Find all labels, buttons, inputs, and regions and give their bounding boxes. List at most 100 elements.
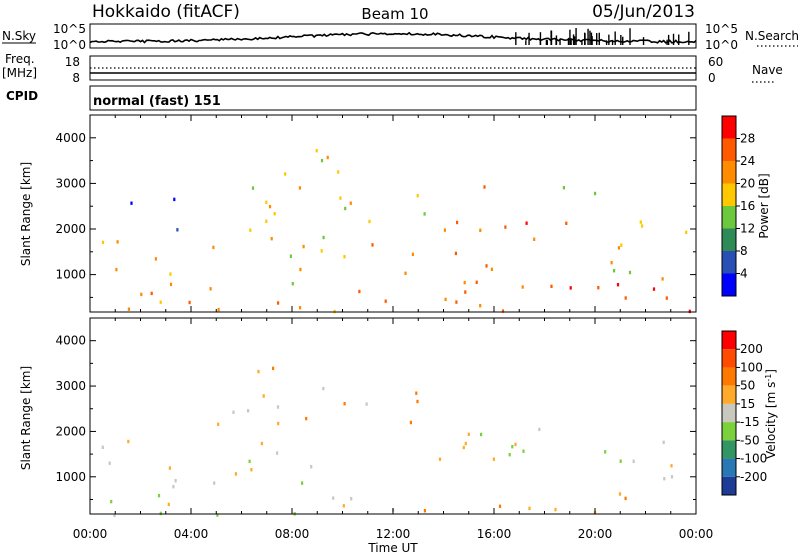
echo-cell	[150, 291, 153, 296]
echo-cell	[498, 504, 502, 508]
echo-cell	[172, 485, 175, 489]
echo-cell	[291, 282, 294, 286]
nave-label: Nave	[752, 63, 783, 77]
beam-title: Beam 10	[361, 5, 428, 23]
echo-cell	[265, 219, 268, 223]
velocity-x-ticks	[89, 318, 697, 514]
echo-cell	[485, 264, 488, 268]
echo-cell	[562, 186, 565, 190]
echo-cell	[483, 185, 486, 189]
echo-cell	[110, 499, 113, 504]
colorbar-tick-label: 20	[740, 177, 755, 191]
echo-cell	[247, 409, 250, 413]
colorbar-swatch	[722, 138, 736, 161]
echo-cell	[301, 481, 304, 485]
echo-cell	[209, 287, 212, 291]
echo-cell	[302, 244, 305, 249]
velocity-panel-frame	[89, 317, 697, 515]
echo-cell	[113, 513, 116, 518]
echo-cell	[248, 459, 251, 464]
echo-cell	[423, 509, 426, 513]
echo-cell	[268, 204, 272, 209]
echo-cell	[176, 228, 179, 232]
time-axis-title: Time UT	[367, 541, 418, 554]
echo-cell	[480, 432, 483, 437]
echo-cell	[415, 391, 418, 395]
echo-cell	[169, 272, 172, 276]
echo-cell	[140, 292, 143, 297]
echo-cell	[232, 410, 235, 414]
echo-cell	[617, 246, 620, 250]
echo-cell	[661, 277, 664, 281]
noise-left-tick-top: 10^5	[53, 22, 86, 36]
echo-cell	[127, 439, 130, 444]
echo-cell	[127, 307, 130, 311]
echo-cell	[652, 287, 656, 291]
colorbar-swatch	[722, 273, 736, 296]
time-axis-labels: 00:00 04:00 08:00 12:00 16:00 20:00 00:00	[73, 527, 714, 541]
echo-cell	[315, 149, 318, 153]
echo-cell	[663, 477, 666, 481]
echo-cell	[284, 172, 287, 176]
echo-cell	[337, 170, 340, 174]
echo-cell	[565, 221, 568, 225]
noise-right-tick-bottom: 10^0	[705, 38, 738, 52]
echo-cell	[249, 228, 252, 232]
time-tick-label: 04:00	[174, 527, 209, 541]
echo-cell	[641, 224, 644, 228]
colorbar-swatch	[722, 367, 736, 386]
freq-label-1: Freq.	[5, 52, 35, 66]
echo-cell	[277, 421, 280, 426]
colorbar-tick-label: 50	[740, 379, 755, 393]
echo-cell	[299, 267, 302, 272]
freq-panel: Freq. [MHz] 18 8 60 0 Nave	[2, 52, 783, 85]
echo-cell	[310, 465, 313, 469]
echo-cell	[320, 249, 323, 253]
echo-cell	[597, 286, 600, 290]
echo-cell	[492, 457, 495, 461]
y-tick-label: 4000	[55, 131, 86, 145]
colorbar-swatch	[722, 116, 736, 139]
echo-cell	[320, 158, 324, 163]
freq-left-tick-bottom: 8	[72, 71, 80, 85]
colorbar-swatch	[722, 440, 736, 459]
noise-search-label: N.Search	[745, 29, 799, 43]
echo-cell	[265, 200, 268, 204]
noise-sky-label: N.Sky	[2, 29, 36, 43]
echo-cell	[168, 466, 171, 470]
echo-cell	[618, 492, 622, 496]
velocity-colorbar-label: Velocity [m s-1]	[764, 369, 779, 459]
y-tick-label: 1000	[55, 470, 86, 484]
time-tick-label: 00:00	[73, 527, 108, 541]
noise-right-tick-top: 10^5	[705, 22, 738, 36]
colorbar-tick-label: -15	[740, 415, 760, 429]
echo-cell	[216, 513, 219, 517]
echo-cell	[159, 300, 162, 304]
echo-cell	[533, 237, 536, 241]
echo-cell	[479, 228, 482, 232]
echo-cell	[620, 243, 623, 247]
power-panel-frame	[89, 114, 697, 313]
echo-cell	[343, 255, 346, 259]
echo-cell	[115, 267, 118, 272]
echo-cell	[522, 449, 525, 453]
power-colorbar: 28 24 20 16 12 8 4	[721, 115, 755, 297]
echo-cell	[665, 296, 668, 300]
echo-cell	[443, 228, 446, 232]
echo-cell	[685, 230, 688, 235]
echo-cell	[217, 307, 220, 312]
echo-cell	[632, 459, 635, 463]
freq-label-2: [MHz]	[2, 66, 37, 80]
echo-cell	[384, 299, 387, 303]
echo-cell	[639, 220, 642, 224]
echo-cell	[343, 402, 346, 406]
echo-cell	[409, 420, 412, 425]
echo-cell	[444, 297, 447, 302]
echo-cell	[411, 252, 414, 256]
echo-cell	[525, 221, 528, 225]
colorbar-tick-label: 24	[740, 154, 755, 168]
echo-cell	[501, 309, 505, 313]
y-tick-label: 1000	[55, 268, 86, 282]
echo-cell	[305, 416, 308, 421]
cpid-panel: CPID normal (fast) 151	[6, 85, 697, 111]
